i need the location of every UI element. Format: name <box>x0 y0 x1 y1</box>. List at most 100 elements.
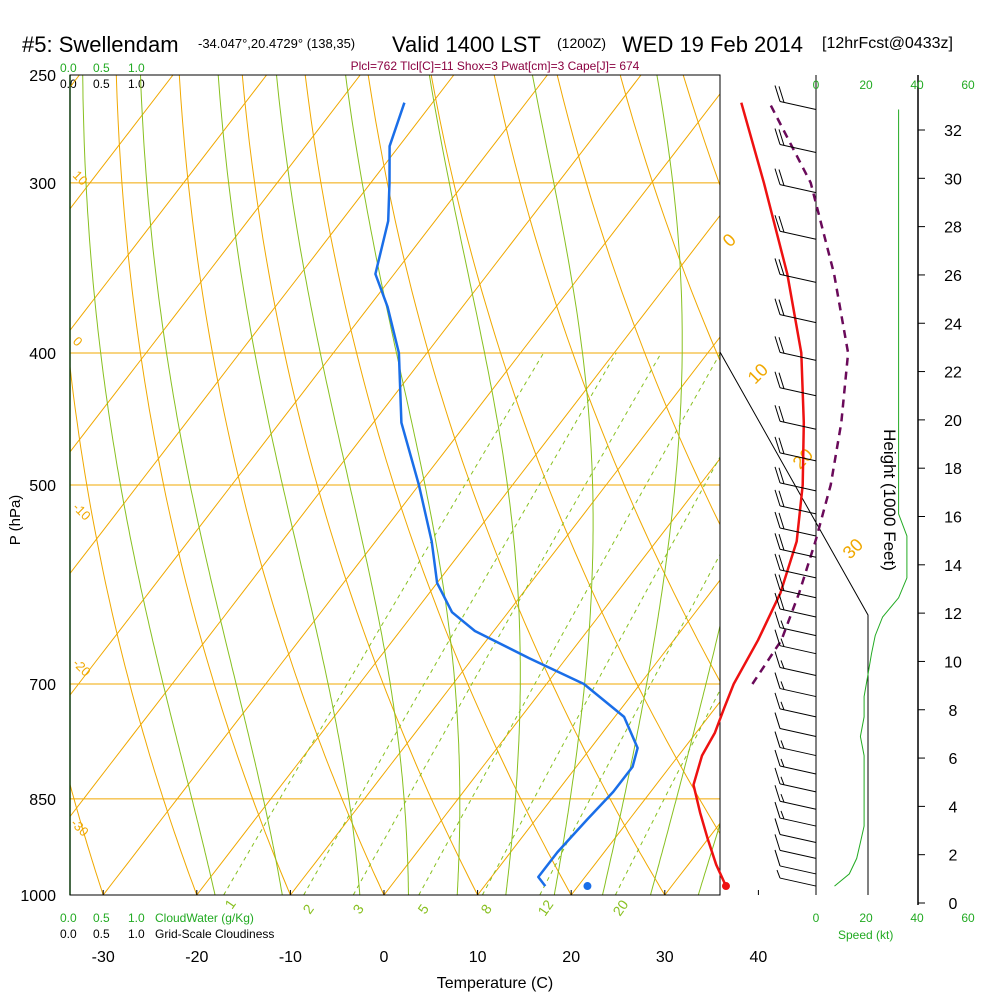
wind-barb <box>774 298 817 324</box>
wind-barb-flag <box>774 258 781 275</box>
wind-barb <box>774 258 817 283</box>
surface-dewpoint-dot <box>583 882 592 891</box>
wind-barb-half-flag <box>780 620 785 629</box>
wind-barb <box>774 629 817 655</box>
dry-adiabat-60 <box>556 75 720 526</box>
parcel-trace <box>751 102 850 685</box>
temperature-tick-30: 30 <box>656 949 674 966</box>
moist-adiabat-10 <box>345 75 461 895</box>
wind-barb-staff <box>779 667 817 677</box>
wind-barb-staff <box>779 100 817 110</box>
height-tick-32: 32 <box>944 123 962 140</box>
x-axis-title: Temperature (C) <box>437 975 553 992</box>
adiabat-label-0: 0 <box>70 334 86 350</box>
temperature-tick-20: 20 <box>562 949 580 966</box>
wind-barb-flag <box>774 801 781 819</box>
wind-barb <box>774 592 817 618</box>
mixing-ratio-label-8: 8 <box>477 901 495 917</box>
wind-barb-staff <box>779 230 817 240</box>
cloudwater-scale-top-2: 1.0 <box>128 61 145 75</box>
valid-time: Valid 1400 LST <box>392 32 541 57</box>
wind-barb <box>774 436 817 462</box>
wind-barb <box>774 215 817 240</box>
height-tick-20: 20 <box>944 413 962 430</box>
wind-barb-flag <box>778 467 785 484</box>
isotherm-label-0: 0 <box>719 230 740 251</box>
wind-barb-staff <box>779 351 817 361</box>
speed-tick-top-20: 20 <box>859 78 873 92</box>
isotherm--60 <box>70 75 455 575</box>
mixing-ratio-12 <box>539 553 720 895</box>
wind-barb-flag <box>774 629 781 646</box>
wind-barb-half-flag <box>780 701 785 710</box>
height-tick-24: 24 <box>944 316 962 333</box>
dry-adiabat-10 <box>241 75 479 895</box>
mixing-ratio-label-1: 1 <box>221 896 239 912</box>
wind-barb-flag <box>774 405 781 422</box>
pressure-tick-250: 250 <box>29 68 56 85</box>
wind-barb-flag <box>774 767 781 785</box>
mixing-ratio-1 <box>223 352 545 895</box>
wind-barb-flag <box>778 372 785 389</box>
wind-barb <box>774 336 817 361</box>
temperature-tick--30: -30 <box>92 949 115 966</box>
moist-adiabat-5 <box>275 75 409 895</box>
wind-barb-staff <box>779 708 817 718</box>
wind-barb-half-flag <box>780 776 785 785</box>
wind-barb-flag <box>774 371 781 388</box>
station-title: #5: Swellendam <box>22 32 179 57</box>
speed-tick-top-60: 60 <box>961 78 975 92</box>
wind-barb-half-flag <box>780 793 785 803</box>
wind-barb-flag <box>774 436 781 454</box>
pressure-tick-300: 300 <box>29 176 56 193</box>
wind-barb-flag <box>778 299 785 316</box>
speed-tick-bottom-20: 20 <box>859 911 873 925</box>
wind-barb-flag <box>774 731 781 748</box>
isotherm-50 <box>852 75 1000 895</box>
mixing-ratio-label-20: 20 <box>609 897 631 919</box>
mixing-ratio-3 <box>352 352 662 895</box>
wind-barb <box>774 692 817 718</box>
temperature-trace <box>692 102 806 887</box>
wind-barb-staff <box>779 833 817 843</box>
dry-adiabat-40 <box>430 75 720 835</box>
wind-barb <box>774 128 817 153</box>
wind-barb-flag <box>774 785 781 802</box>
cloudiness-scale-bot-0: 0.0 <box>60 927 77 941</box>
wind-barb <box>774 651 817 677</box>
wind-barb-staff <box>779 387 817 397</box>
mixing-ratio-8 <box>481 456 720 895</box>
isotherm-60 <box>946 75 1000 895</box>
wind-barb-flag <box>774 553 781 571</box>
cloudiness-scale-bot-2: 1.0 <box>128 927 145 941</box>
wind-barb-staff <box>779 817 817 827</box>
moist-adiabat-30 <box>649 623 720 895</box>
dry-adiabat-30 <box>367 75 666 895</box>
mixing-ratio-lines <box>223 352 720 895</box>
wind-barb-flag <box>774 511 781 529</box>
moist-adiabat-35 <box>697 822 720 895</box>
wind-barb-staff <box>779 589 817 599</box>
wind-barb-flag <box>774 651 781 668</box>
wind-barb-staff <box>779 184 817 194</box>
surface-temperature-dot <box>721 882 730 891</box>
height-tick-10: 10 <box>944 654 962 671</box>
cloudwater-label: CloudWater (g/Kg) <box>155 911 254 925</box>
wind-barb <box>774 731 817 757</box>
wind-barb-flag <box>774 692 781 710</box>
isotherm--80 <box>70 75 267 332</box>
pressure-tick-700: 700 <box>29 677 56 694</box>
height-tick-30: 30 <box>944 171 962 188</box>
wind-barb-flag <box>778 554 785 571</box>
valid-date: WED 19 Feb 2014 <box>622 32 803 57</box>
moist-adiabat-lines <box>82 75 720 895</box>
wind-barb-flag <box>774 712 781 729</box>
height-tick-22: 22 <box>944 365 962 382</box>
wind-barb <box>774 553 817 579</box>
speed-axis-title: Speed (kt) <box>838 928 893 942</box>
wind-barb <box>774 818 817 843</box>
height-tick-28: 28 <box>944 220 962 237</box>
wind-barb-staff <box>779 688 817 698</box>
dry-adiabat-0 <box>178 75 385 895</box>
